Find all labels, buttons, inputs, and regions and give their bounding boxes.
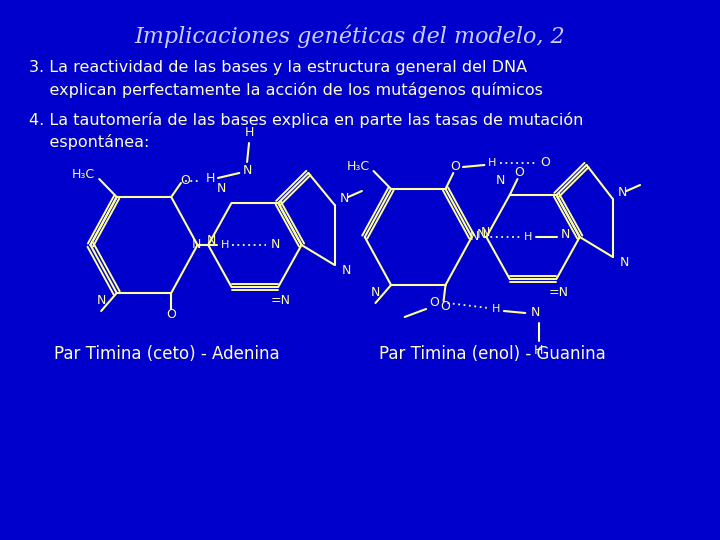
Text: H: H [205, 172, 215, 185]
Text: O: O [450, 160, 460, 173]
Text: =N: =N [549, 287, 568, 300]
Text: O: O [166, 308, 176, 321]
Text: N: N [341, 264, 351, 276]
Text: N: N [620, 255, 629, 268]
Text: H: H [524, 232, 532, 242]
Text: H: H [244, 126, 253, 139]
Text: N: N [470, 231, 480, 244]
Text: N: N [217, 183, 227, 195]
Text: N: N [96, 294, 106, 307]
Text: N: N [340, 192, 349, 206]
Text: 3. La reactividad de las bases y la estructura general del DNA: 3. La reactividad de las bases y la estr… [30, 60, 527, 75]
Text: 4. La tautomería de las bases explica en parte las tasas de mutación: 4. La tautomería de las bases explica en… [30, 112, 583, 128]
Text: H₃C: H₃C [346, 160, 369, 173]
Text: O: O [180, 174, 190, 187]
Text: N: N [618, 186, 627, 199]
Text: Implicaciones genéticas del modelo, 2: Implicaciones genéticas del modelo, 2 [135, 25, 566, 49]
Text: H: H [488, 158, 496, 168]
Text: Par Timina (ceto) - Adenina: Par Timina (ceto) - Adenina [53, 345, 279, 363]
Text: N: N [243, 165, 252, 178]
Text: O: O [515, 166, 524, 179]
Text: N: N [560, 228, 570, 241]
Text: N: N [477, 228, 486, 241]
Text: O: O [540, 157, 549, 170]
Text: O: O [441, 300, 451, 314]
Text: espontánea:: espontánea: [30, 134, 150, 150]
Text: H: H [220, 240, 229, 250]
Text: explican perfectamente la acción de los mutágenos químicos: explican perfectamente la acción de los … [30, 82, 543, 98]
Text: H₃C: H₃C [72, 168, 95, 181]
Text: O: O [429, 296, 438, 309]
Text: Par Timina (enol) - Guanina: Par Timina (enol) - Guanina [379, 345, 606, 363]
Text: N: N [192, 239, 201, 252]
Text: H: H [534, 345, 544, 357]
Text: N: N [531, 307, 540, 320]
Text: N: N [481, 226, 490, 239]
Text: =N: =N [270, 294, 290, 307]
Text: N: N [271, 239, 280, 252]
Text: H: H [492, 304, 500, 314]
Text: N: N [207, 233, 216, 246]
Text: N: N [371, 287, 380, 300]
Text: N: N [495, 174, 505, 187]
